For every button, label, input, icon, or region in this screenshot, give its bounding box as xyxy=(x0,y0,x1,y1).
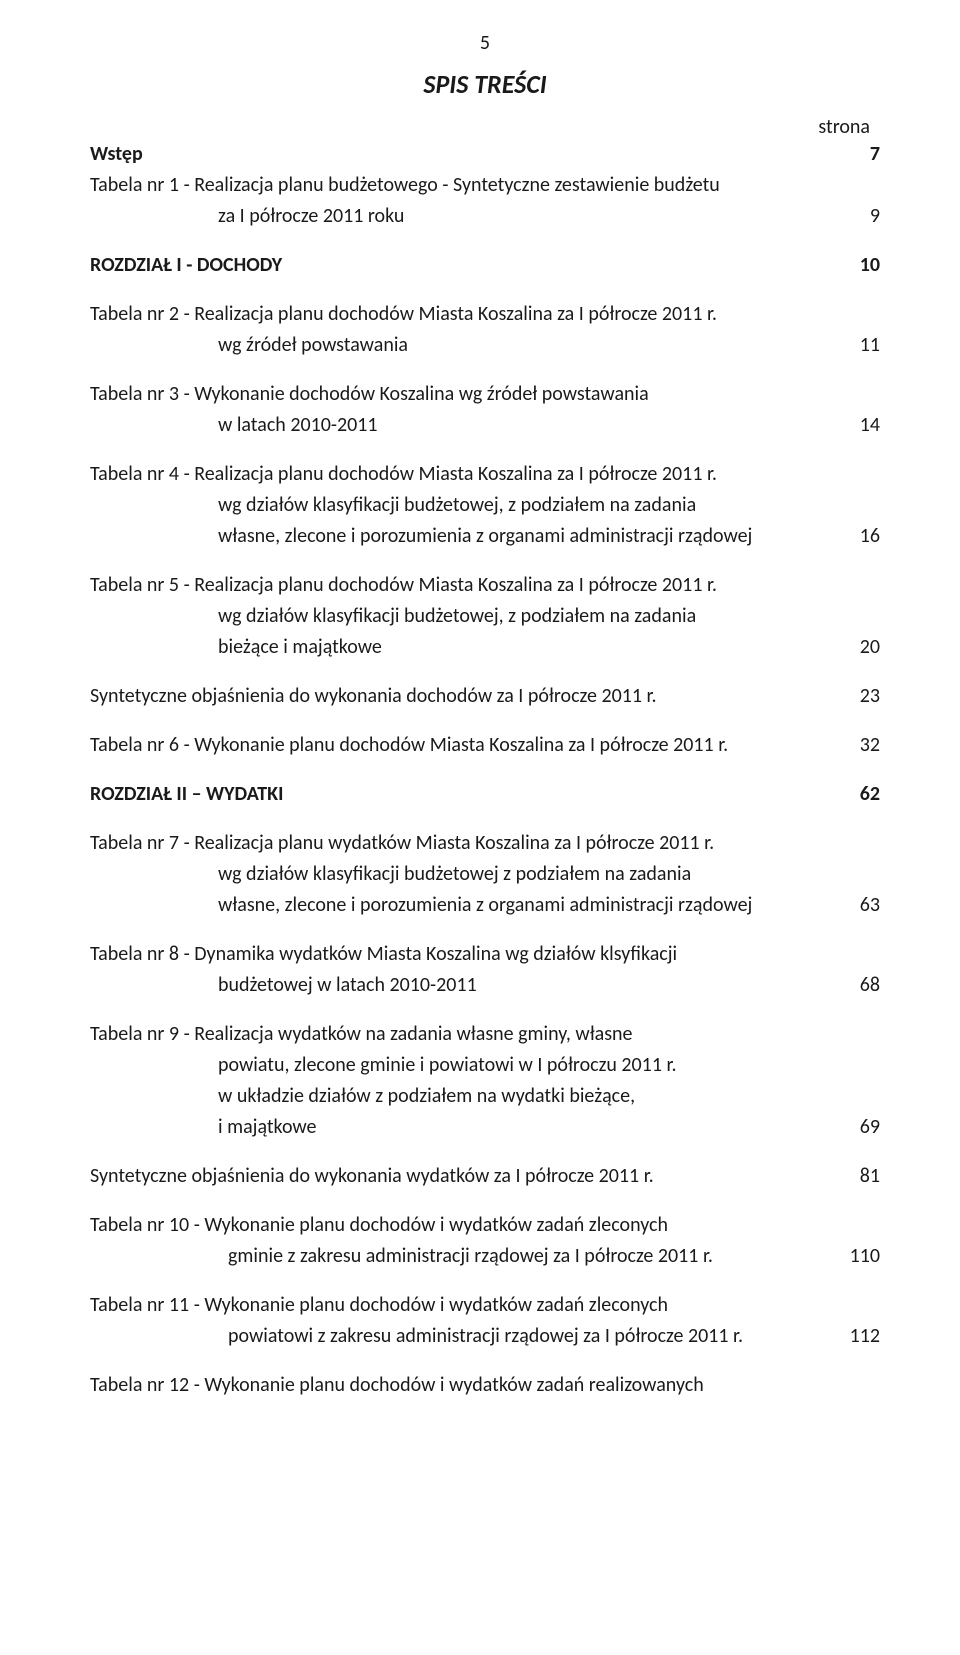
toc-label: własne, zlecone i porozumienia z organam… xyxy=(90,892,832,919)
toc-row: budżetowej w latach 2010-201168 xyxy=(90,972,880,999)
toc-page: 62 xyxy=(832,781,880,808)
toc-label: Tabela nr 9 - Realizacja wydatków na zad… xyxy=(90,1021,832,1048)
toc-page: 11 xyxy=(832,332,880,359)
toc-row: Tabela nr 1 - Realizacja planu budżetowe… xyxy=(90,172,880,199)
toc-label: powiatowi z zakresu administracji rządow… xyxy=(90,1323,832,1350)
toc-page: 68 xyxy=(832,972,880,999)
toc-row: Tabela nr 3 - Wykonanie dochodów Koszali… xyxy=(90,381,880,408)
toc-label: wg działów klasyfikacji budżetowej z pod… xyxy=(90,861,832,888)
toc-row: za I półrocze 2011 roku9 xyxy=(90,203,880,230)
table-of-contents: Wstęp7Tabela nr 1 - Realizacja planu bud… xyxy=(90,141,880,1399)
toc-row: bieżące i majątkowe20 xyxy=(90,634,880,661)
toc-row: Tabela nr 6 - Wykonanie planu dochodów M… xyxy=(90,732,880,759)
toc-label: ROZDZIAŁ I - DOCHODY xyxy=(90,252,832,279)
toc-row: własne, zlecone i porozumienia z organam… xyxy=(90,523,880,550)
toc-row: wg działów klasyfikacji budżetowej, z po… xyxy=(90,603,880,630)
toc-row: Tabela nr 9 - Realizacja wydatków na zad… xyxy=(90,1021,880,1048)
toc-row: Syntetyczne objaśnienia do wykonania wyd… xyxy=(90,1163,880,1190)
toc-label: ROZDZIAŁ II – WYDATKI xyxy=(90,781,832,808)
toc-label: budżetowej w latach 2010-2011 xyxy=(90,972,832,999)
toc-row: w latach 2010-201114 xyxy=(90,412,880,439)
toc-label: za I półrocze 2011 roku xyxy=(90,203,832,230)
toc-row: Tabela nr 11 - Wykonanie planu dochodów … xyxy=(90,1292,880,1319)
toc-row: Tabela nr 8 - Dynamika wydatków Miasta K… xyxy=(90,941,880,968)
toc-page: 10 xyxy=(832,252,880,279)
toc-label: Tabela nr 4 - Realizacja planu dochodów … xyxy=(90,461,832,488)
toc-row: ROZDZIAŁ II – WYDATKI62 xyxy=(90,781,880,808)
toc-page: 7 xyxy=(832,141,880,168)
toc-page: 110 xyxy=(832,1243,880,1270)
toc-row: wg działów klasyfikacji budżetowej, z po… xyxy=(90,492,880,519)
toc-label: Syntetyczne objaśnienia do wykonania wyd… xyxy=(90,1163,832,1190)
toc-row: Tabela nr 4 - Realizacja planu dochodów … xyxy=(90,461,880,488)
toc-label: powiatu, zlecone gminie i powiatowi w I … xyxy=(90,1052,832,1079)
toc-row: wg źródeł powstawania11 xyxy=(90,332,880,359)
toc-label: Tabela nr 12 - Wykonanie planu dochodów … xyxy=(90,1372,832,1399)
toc-page: 81 xyxy=(832,1163,880,1190)
toc-page: 14 xyxy=(832,412,880,439)
toc-label: Tabela nr 11 - Wykonanie planu dochodów … xyxy=(90,1292,832,1319)
toc-page: 16 xyxy=(832,523,880,550)
toc-page: 112 xyxy=(832,1323,880,1350)
toc-row: i majątkowe69 xyxy=(90,1114,880,1141)
toc-row: własne, zlecone i porozumienia z organam… xyxy=(90,892,880,919)
toc-label: Tabela nr 7 - Realizacja planu wydatków … xyxy=(90,830,832,857)
toc-label: bieżące i majątkowe xyxy=(90,634,832,661)
toc-row: Tabela nr 2 - Realizacja planu dochodów … xyxy=(90,301,880,328)
page-number-top: 5 xyxy=(90,30,880,57)
toc-label: Tabela nr 6 - Wykonanie planu dochodów M… xyxy=(90,732,832,759)
toc-row: powiatu, zlecone gminie i powiatowi w I … xyxy=(90,1052,880,1079)
toc-label: gminie z zakresu administracji rządowej … xyxy=(90,1243,832,1270)
toc-label: w latach 2010-2011 xyxy=(90,412,832,439)
toc-label: Tabela nr 2 - Realizacja planu dochodów … xyxy=(90,301,832,328)
toc-page: 23 xyxy=(832,683,880,710)
toc-label: w układzie działów z podziałem na wydatk… xyxy=(90,1083,832,1110)
toc-row: Tabela nr 5 - Realizacja planu dochodów … xyxy=(90,572,880,599)
toc-row: Tabela nr 7 - Realizacja planu wydatków … xyxy=(90,830,880,857)
toc-page: 20 xyxy=(832,634,880,661)
toc-label: Syntetyczne objaśnienia do wykonania doc… xyxy=(90,683,832,710)
toc-row: powiatowi z zakresu administracji rządow… xyxy=(90,1323,880,1350)
toc-label: Tabela nr 10 - Wykonanie planu dochodów … xyxy=(90,1212,832,1239)
toc-row: wg działów klasyfikacji budżetowej z pod… xyxy=(90,861,880,888)
toc-row: w układzie działów z podziałem na wydatk… xyxy=(90,1083,880,1110)
toc-row: Tabela nr 12 - Wykonanie planu dochodów … xyxy=(90,1372,880,1399)
toc-row: ROZDZIAŁ I - DOCHODY10 xyxy=(90,252,880,279)
toc-label: Tabela nr 8 - Dynamika wydatków Miasta K… xyxy=(90,941,832,968)
toc-label: Tabela nr 3 - Wykonanie dochodów Koszali… xyxy=(90,381,832,408)
toc-page: 9 xyxy=(832,203,880,230)
toc-label: i majątkowe xyxy=(90,1114,832,1141)
toc-label: wg źródeł powstawania xyxy=(90,332,832,359)
toc-label: Tabela nr 1 - Realizacja planu budżetowe… xyxy=(90,172,832,199)
column-header-strona: strona xyxy=(90,114,880,141)
toc-row: gminie z zakresu administracji rządowej … xyxy=(90,1243,880,1270)
toc-row: Tabela nr 10 - Wykonanie planu dochodów … xyxy=(90,1212,880,1239)
toc-page: 32 xyxy=(832,732,880,759)
toc-page: 63 xyxy=(832,892,880,919)
toc-label: własne, zlecone i porozumienia z organam… xyxy=(90,523,832,550)
toc-label: Tabela nr 5 - Realizacja planu dochodów … xyxy=(90,572,832,599)
toc-page: 69 xyxy=(832,1114,880,1141)
toc-label: wg działów klasyfikacji budżetowej, z po… xyxy=(90,603,832,630)
toc-label: Wstęp xyxy=(90,141,832,168)
toc-row: Wstęp7 xyxy=(90,141,880,168)
toc-row: Syntetyczne objaśnienia do wykonania doc… xyxy=(90,683,880,710)
toc-label: wg działów klasyfikacji budżetowej, z po… xyxy=(90,492,832,519)
document-title: SPIS TREŚCI xyxy=(90,67,880,102)
